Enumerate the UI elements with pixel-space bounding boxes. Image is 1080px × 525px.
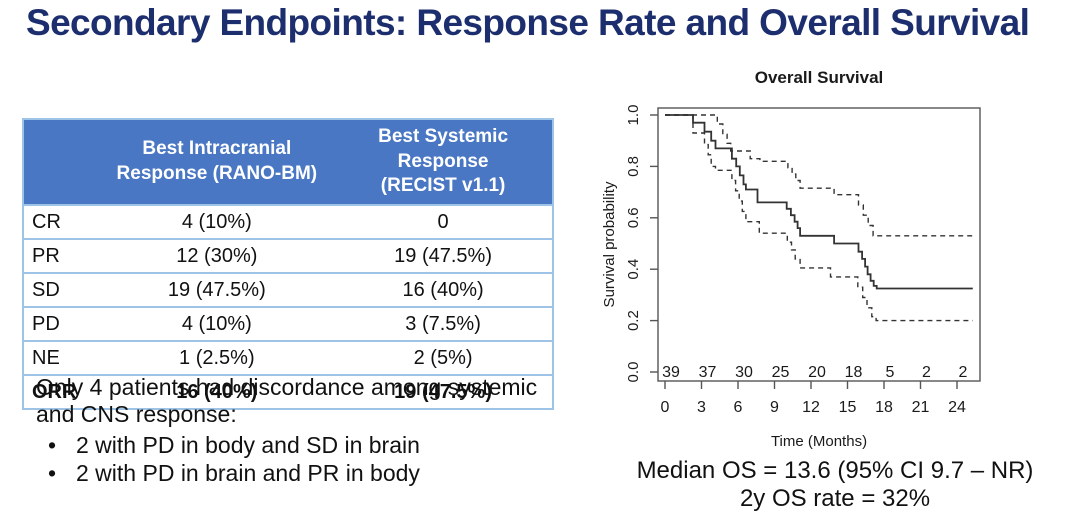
intracranial-value: 1 (2.5%) [99, 340, 335, 376]
plot-box [657, 107, 981, 382]
at-risk-count: 2 [959, 364, 968, 381]
systemic-value: 19 (47.5%) [334, 238, 553, 274]
at-risk-count: 25 [772, 364, 790, 381]
overall-survival-chart: Overall Survival 0.0 0.2 0.4 0.6 0.8 1.0 Surviv… [601, 68, 981, 450]
chart-title: Overall Survival [755, 68, 884, 87]
response-table-section: Best Intracranial Response (RANO-BM) Bes… [22, 118, 554, 411]
notes-bullet-list: 2 with PD in body and SD in brain 2 with… [36, 431, 537, 487]
x-tick-label: 9 [770, 399, 779, 416]
y-axis-label: Survival probability [601, 181, 618, 307]
col-header-intracranial: Best Intracranial Response (RANO-BM) [99, 119, 335, 206]
median-os-annotation: Median OS = 13.6 (95% CI 9.7 – NR) [636, 457, 1034, 484]
intracranial-value: 19 (47.5%) [99, 272, 335, 308]
at-risk-count: 2 [922, 364, 931, 381]
discordance-notes: Only 4 patients had discordance among sy… [36, 374, 537, 487]
notes-intro: Only 4 patients had discordance among sy… [36, 374, 538, 427]
col-header-systemic: Best Systemic Response (RECIST v1.1) [334, 119, 553, 206]
x-tick-label: 15 [839, 399, 857, 416]
at-risk-count: 5 [886, 364, 895, 381]
intracranial-value: 4 (10%) [99, 306, 335, 342]
bullet-item: 2 with PD in body and SD in brain [36, 431, 537, 459]
intracranial-value: 16 (40%) [99, 374, 335, 410]
at-risk-count: 18 [845, 364, 863, 381]
table-row: NE 1 (2.5%) 2 (5%) [23, 340, 553, 376]
systemic-value: 19 (47.5%) [334, 374, 553, 410]
x-axis-label: Time (Months) [771, 433, 867, 450]
row-label: PD [23, 306, 100, 342]
series-upper-95ci [665, 114, 973, 237]
x-tick-label: 12 [802, 399, 820, 416]
table-row: SD 19 (47.5%) 16 (40%) [23, 272, 553, 308]
systemic-value: 0 [334, 204, 553, 240]
row-label: SD [23, 272, 100, 308]
at-risk-count: 37 [699, 364, 717, 381]
intracranial-value: 12 (30%) [99, 238, 335, 274]
x-tick-label: 0 [661, 399, 670, 416]
y-tick-label: 0.2 [625, 310, 642, 331]
at-risk-count: 39 [662, 364, 680, 381]
y-tick-label: 1.0 [625, 105, 642, 126]
table-row: CR 4 (10%) 0 [23, 204, 553, 240]
y-tick-label: 0.4 [625, 259, 642, 280]
x-tick-label: 21 [912, 399, 930, 416]
table-row: PD 4 (10%) 3 (7.5%) [23, 306, 553, 342]
intracranial-value: 4 (10%) [99, 204, 335, 240]
systemic-value: 3 (7.5%) [334, 306, 553, 342]
slide-title: Secondary Endpoints: Response Rate and O… [26, 2, 1030, 43]
overall-survival-panel: Overall Survival 0.0 0.2 0.4 0.6 0.8 1.0 Surviv… [600, 60, 1080, 525]
x-tick-label: 18 [875, 399, 893, 416]
table-header-row: Best Intracranial Response (RANO-BM) Bes… [23, 119, 553, 206]
at-risk-count: 20 [808, 364, 826, 381]
y-tick-label: 0.8 [625, 156, 642, 177]
row-label: CR [23, 204, 100, 240]
chart-annotations: Median OS = 13.6 (95% CI 9.7 – NR) 2y OS… [600, 457, 1070, 513]
row-label: NE [23, 340, 100, 376]
bullet-item: 2 with PD in brain and PR in body [36, 459, 537, 487]
series-km-estimate [665, 114, 973, 290]
table-row-orr: ORR 16 (40%) 19 (47.5%) [23, 374, 553, 410]
row-label: ORR [23, 374, 100, 410]
systemic-value: 16 (40%) [334, 272, 553, 308]
at-risk-count: 30 [735, 364, 753, 381]
y-tick-label: 0.0 [625, 362, 642, 383]
response-table: Best Intracranial Response (RANO-BM) Bes… [22, 118, 554, 411]
x-tick-label: 24 [948, 399, 966, 416]
os-rate-annotation: 2y OS rate = 32% [739, 485, 931, 512]
y-tick-label: 0.6 [625, 207, 642, 228]
table-corner-cell [23, 119, 100, 206]
row-label: PR [23, 238, 100, 274]
systemic-value: 2 (5%) [334, 340, 553, 376]
x-tick-label: 6 [734, 399, 743, 416]
table-row: PR 12 (30%) 19 (47.5%) [23, 238, 553, 274]
series-lower-95ci [665, 114, 973, 322]
x-tick-label: 3 [697, 399, 706, 416]
